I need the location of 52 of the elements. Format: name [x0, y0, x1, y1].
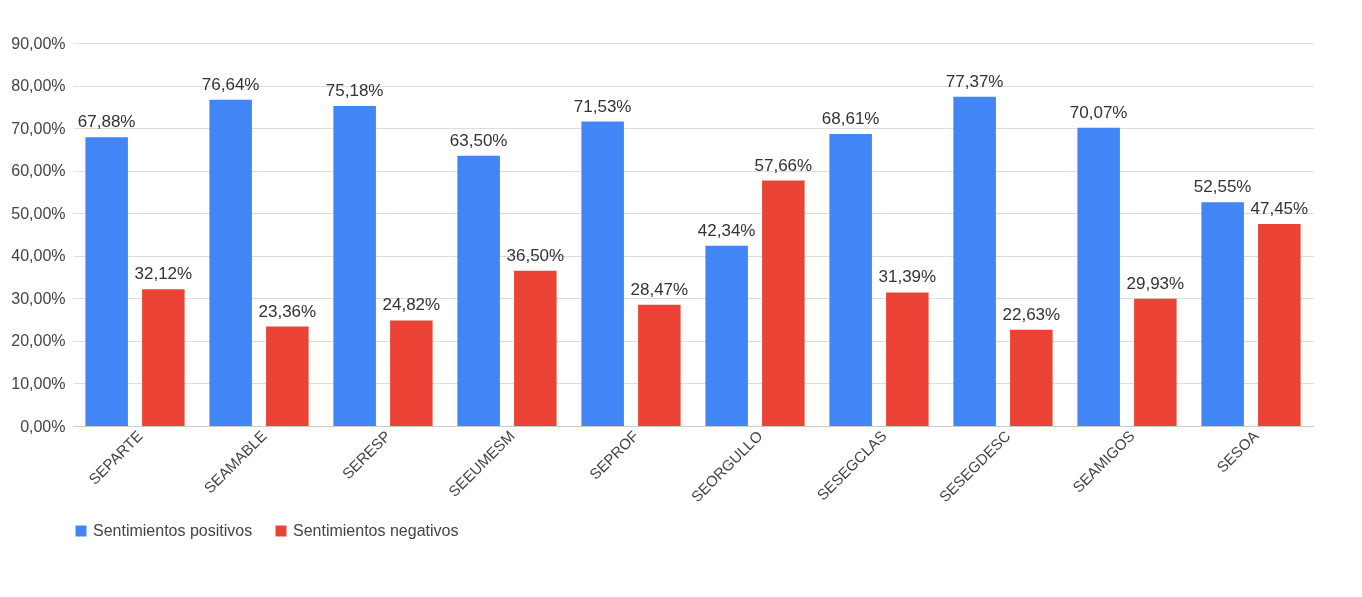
bar [514, 270, 557, 426]
bar [581, 121, 624, 426]
bar [1201, 202, 1244, 426]
bar [1258, 224, 1301, 426]
data-label: 31,39% [878, 267, 937, 287]
data-label: 52,55% [1193, 177, 1252, 197]
y-tick-label: 0,00% [20, 417, 66, 435]
data-label: 68,61% [821, 109, 880, 129]
data-label: 42,34% [697, 220, 756, 240]
data-label: 76,64% [201, 74, 260, 94]
data-label: 67,88% [77, 112, 136, 132]
data-label: 32,12% [134, 264, 193, 284]
bar [705, 245, 748, 426]
y-tick-label: 20,00% [11, 332, 66, 350]
data-label: 75,18% [325, 81, 384, 101]
data-label: 29,93% [1126, 273, 1185, 293]
data-label: 23,36% [258, 301, 317, 321]
bar [333, 106, 376, 426]
data-label: 24,82% [382, 295, 441, 315]
bar [638, 304, 681, 426]
bar [266, 326, 309, 426]
bar [953, 96, 996, 426]
bar [1134, 298, 1177, 426]
data-label: 63,50% [449, 130, 508, 150]
bar [457, 155, 500, 426]
data-label: 47,45% [1250, 199, 1309, 219]
data-label: 36,50% [506, 245, 565, 265]
bar [886, 292, 929, 426]
y-tick-label: 10,00% [11, 374, 66, 392]
data-label: 28,47% [630, 279, 689, 299]
bar [209, 99, 252, 426]
y-tick-label: 30,00% [11, 289, 66, 307]
y-tick-label: 50,00% [11, 204, 66, 222]
y-tick-label: 60,00% [11, 162, 66, 180]
y-tick-label: 70,00% [11, 119, 66, 137]
data-label: 71,53% [573, 96, 632, 116]
y-tick-label: 80,00% [11, 77, 66, 95]
bar [1010, 329, 1053, 426]
data-label: 77,37% [945, 71, 1004, 91]
legend-label: Sentimientos negativos [293, 522, 459, 539]
bar [762, 180, 805, 426]
bar [142, 289, 185, 426]
data-label: 22,63% [1002, 304, 1061, 324]
bar [85, 137, 128, 426]
bar [1077, 127, 1120, 426]
bar [390, 320, 433, 426]
y-tick-label: 40,00% [11, 247, 66, 265]
data-label: 57,66% [754, 155, 813, 175]
bar [829, 134, 872, 426]
data-label: 70,07% [1069, 102, 1128, 122]
legend-label: Sentimientos positivos [93, 522, 253, 539]
y-tick-label: 90,00% [11, 34, 66, 52]
